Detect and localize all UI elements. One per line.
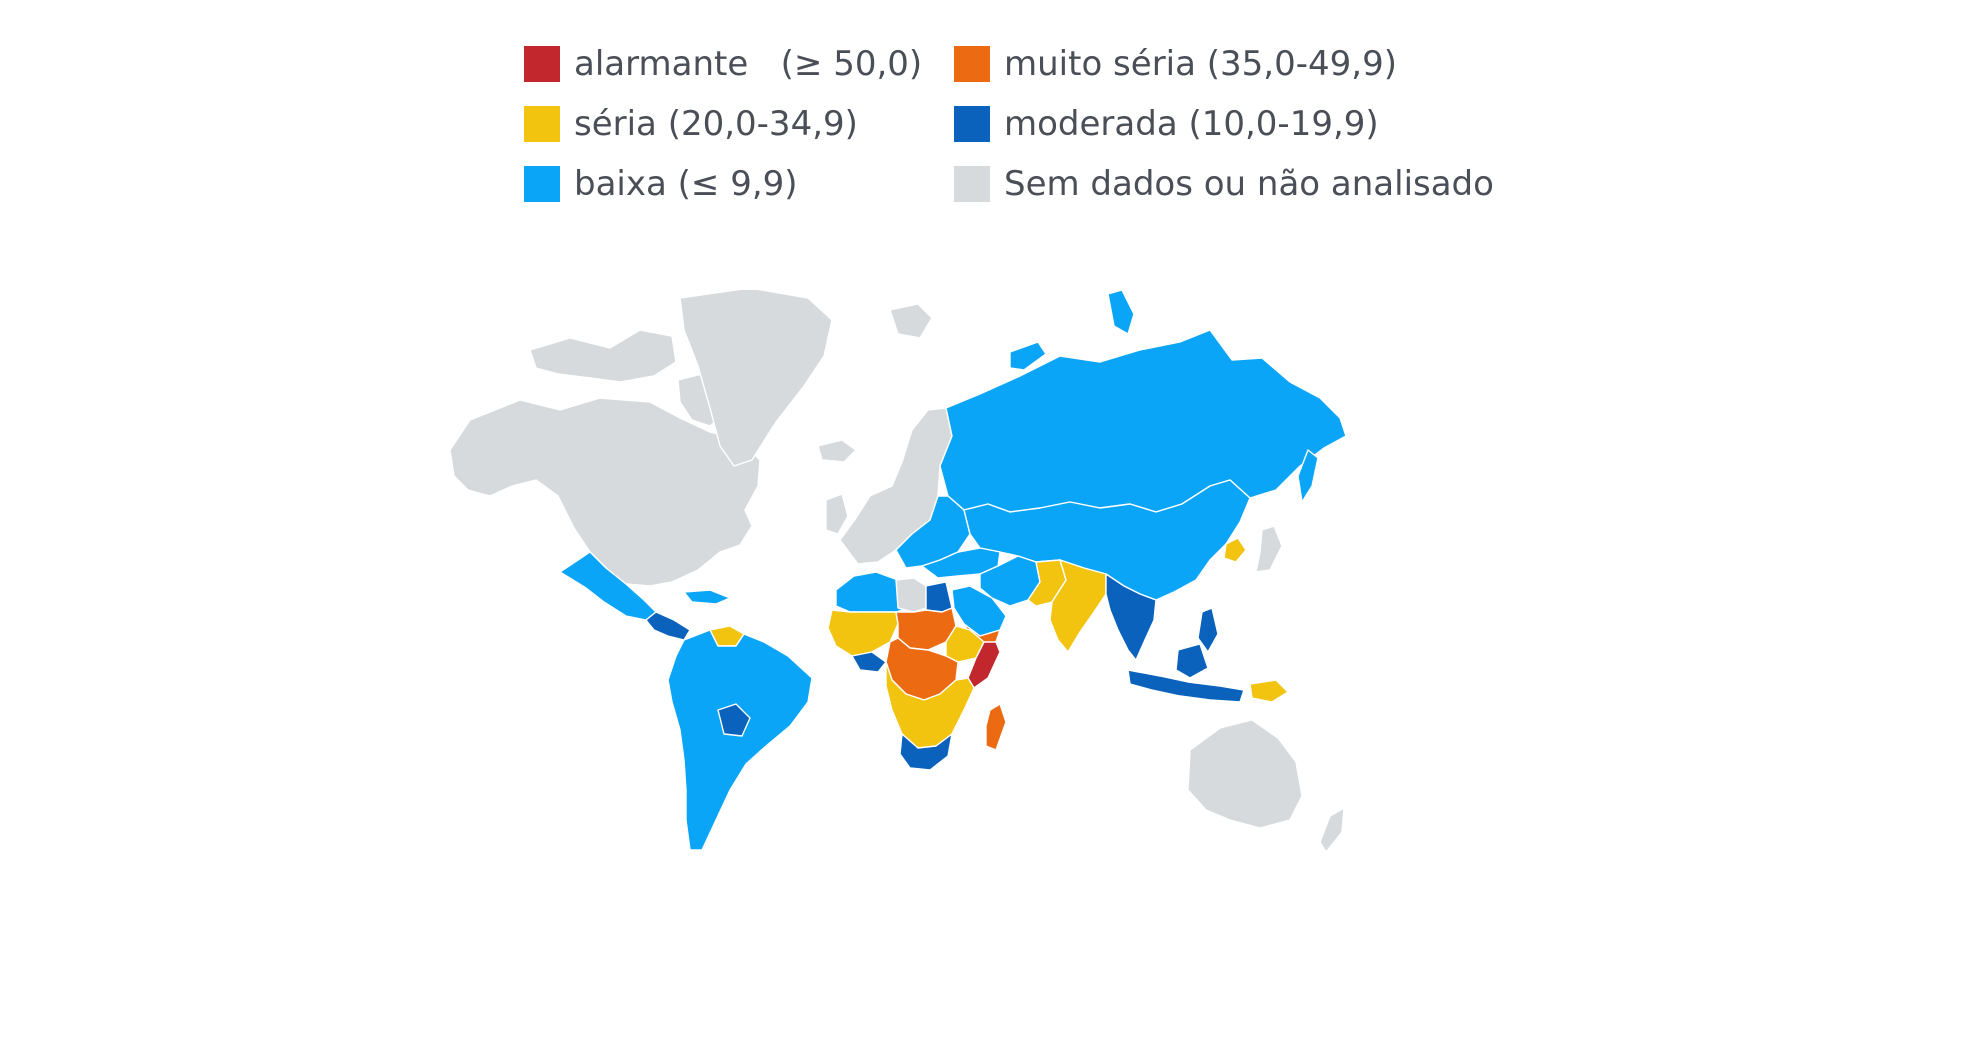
region-russia (939, 329, 1347, 513)
region-kamchatka (1297, 449, 1319, 503)
world-map-svg (449, 290, 1347, 853)
region-australia (1187, 719, 1303, 829)
region-uk (825, 493, 849, 535)
region-gulf-guinea (851, 651, 887, 673)
legend-swatch-alarmante (524, 46, 560, 82)
map-regions (449, 290, 1347, 853)
legend-item-alarmante: alarmante (≥ 50,0) (524, 34, 954, 94)
region-philippines (1197, 607, 1219, 653)
region-turkey (921, 547, 1001, 579)
legend-item-sem-dados: Sem dados ou não analisado (954, 154, 1514, 214)
region-iceland (817, 439, 857, 463)
legend-label-alarmante: alarmante (≥ 50,0) (574, 44, 923, 84)
region-svalbard (889, 303, 933, 339)
legend-swatch-baixa (524, 166, 560, 202)
legend-label-moderada: moderada (10,0-19,9) (1004, 104, 1379, 144)
region-southeast-asia (1105, 573, 1157, 661)
legend-label-baixa: baixa (≤ 9,9) (574, 164, 798, 204)
legend-swatch-sem-dados (954, 166, 990, 202)
region-somalia (967, 641, 1001, 689)
region-bolivia (717, 703, 751, 737)
region-borneo (1175, 643, 1209, 679)
legend-swatch-muito-seria (954, 46, 990, 82)
region-new-zealand (1319, 807, 1345, 853)
region-sahel (827, 609, 899, 657)
legend-swatch-seria (524, 106, 560, 142)
region-libya (895, 577, 927, 613)
region-south-africa (899, 733, 953, 771)
region-canada-islands (529, 329, 677, 383)
world-map (440, 290, 1590, 1060)
region-indonesia (1127, 669, 1245, 703)
legend-swatch-moderada (954, 106, 990, 142)
legend: alarmante (≥ 50,0) muito séria (35,0-49,… (524, 34, 1514, 214)
region-russia-island (1107, 290, 1135, 335)
region-southern-africa (885, 661, 975, 749)
region-south-america (667, 629, 813, 851)
legend-item-seria: séria (20,0-34,9) (524, 94, 954, 154)
region-novaya-zemlya (1009, 341, 1047, 371)
region-madagascar (985, 703, 1007, 751)
region-papua-new-guinea (1249, 679, 1289, 703)
legend-item-moderada: moderada (10,0-19,9) (954, 94, 1514, 154)
legend-label-muito-seria: muito séria (35,0-49,9) (1004, 44, 1397, 84)
legend-item-muito-seria: muito séria (35,0-49,9) (954, 34, 1514, 94)
region-north-america (449, 397, 761, 587)
region-india (1049, 559, 1107, 653)
region-central-america (645, 611, 691, 641)
legend-label-seria: séria (20,0-34,9) (574, 104, 858, 144)
region-japan (1255, 525, 1283, 573)
legend-label-sem-dados: Sem dados ou não analisado (1004, 164, 1494, 204)
region-greenland (679, 290, 833, 467)
region-north-korea (1223, 537, 1247, 563)
legend-item-baixa: baixa (≤ 9,9) (524, 154, 954, 214)
region-caribbean (683, 589, 731, 605)
region-egypt (925, 581, 953, 613)
